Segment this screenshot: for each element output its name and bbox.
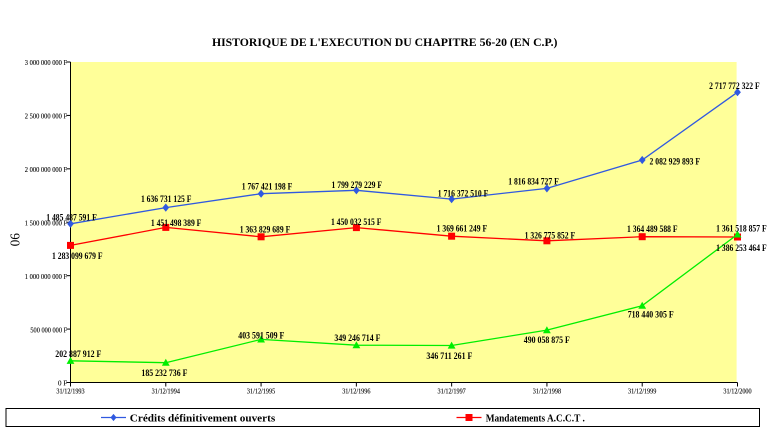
svg-text:1 485 487 591 F: 1 485 487 591 F <box>46 213 97 223</box>
svg-text:1 636 731 125 F: 1 636 731 125 F <box>141 194 192 204</box>
svg-text:HISTORIQUE DE L'EXECUTION DU C: HISTORIQUE DE L'EXECUTION DU CHAPITRE 56… <box>212 35 558 49</box>
svg-text:31/12/1998: 31/12/1998 <box>533 389 562 396</box>
svg-text:2 500 000 000 F: 2 500 000 000 F <box>25 113 67 121</box>
svg-text:1 500 000 000 F: 1 500 000 000 F <box>25 219 67 227</box>
svg-text:Mandatements A.C.C.T .: Mandatements A.C.C.T . <box>486 413 585 425</box>
svg-text:3 000 000 000 F: 3 000 000 000 F <box>25 59 67 67</box>
svg-text:31/12/1996: 31/12/1996 <box>342 389 371 396</box>
svg-text:1 361 518 857 F: 1 361 518 857 F <box>716 224 767 234</box>
svg-text:1 816 834 727 F: 1 816 834 727 F <box>508 177 559 187</box>
svg-text:2 717 772 322 F: 2 717 772 322 F <box>709 81 760 91</box>
svg-text:Crédits définitivement ouverts: Crédits définitivement ouverts <box>130 413 275 425</box>
svg-text:1 326 775 852 F: 1 326 775 852 F <box>525 231 576 241</box>
svg-text:403 591 509 F: 403 591 509 F <box>238 331 284 341</box>
svg-text:1 363 829 689 F: 1 363 829 689 F <box>240 225 291 235</box>
svg-text:1 799 279 229 F: 1 799 279 229 F <box>332 180 383 190</box>
svg-text:0 F: 0 F <box>58 380 67 388</box>
svg-text:500 000 000 F: 500 000 000 F <box>30 326 67 334</box>
svg-text:1 450 032 515 F: 1 450 032 515 F <box>331 217 382 227</box>
svg-text:1 000 000 000 F: 1 000 000 000 F <box>25 273 67 281</box>
svg-text:1 716 372 510 F: 1 716 372 510 F <box>438 188 489 198</box>
svg-text:185 232 736 F: 185 232 736 F <box>141 368 187 378</box>
svg-text:31/12/1995: 31/12/1995 <box>247 389 276 396</box>
svg-text:31/12/1993: 31/12/1993 <box>56 389 85 396</box>
svg-text:1 369 661 249 F: 1 369 661 249 F <box>437 223 488 233</box>
svg-text:1 283 099 679 F: 1 283 099 679 F <box>52 251 103 261</box>
svg-text:1 364 489 588 F: 1 364 489 588 F <box>627 224 678 234</box>
svg-text:31/12/1999: 31/12/1999 <box>628 389 657 396</box>
svg-text:31/12/2000: 31/12/2000 <box>723 389 752 396</box>
svg-text:31/12/1994: 31/12/1994 <box>152 389 181 396</box>
svg-text:346 711 261 F: 346 711 261 F <box>426 351 472 361</box>
svg-text:31/12/1997: 31/12/1997 <box>437 389 466 396</box>
svg-text:490 058 875 F: 490 058 875 F <box>524 335 570 345</box>
svg-text:718 440 305 F: 718 440 305 F <box>628 310 674 320</box>
svg-text:2 082 929 893 F: 2 082 929 893 F <box>650 157 701 167</box>
svg-text:2 000 000 000 F: 2 000 000 000 F <box>25 166 67 174</box>
svg-text:1 451 498 389 F: 1 451 498 389 F <box>151 218 202 228</box>
svg-text:202 887 912 F: 202 887 912 F <box>55 349 101 359</box>
svg-text:06: 06 <box>7 233 22 247</box>
svg-text:1 386 253 464 F: 1 386 253 464 F <box>716 243 767 253</box>
svg-text:349 246 714 F: 349 246 714 F <box>334 333 380 343</box>
svg-text:1 767 421 198 F: 1 767 421 198 F <box>242 182 293 192</box>
